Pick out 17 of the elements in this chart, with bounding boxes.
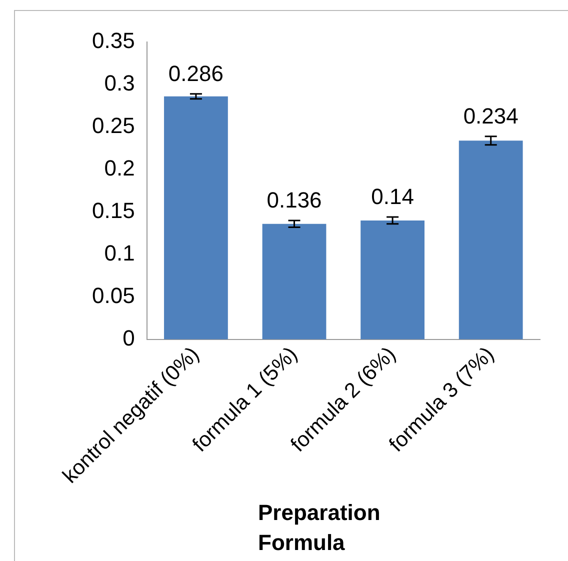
data-label: 0.286: [168, 60, 224, 86]
y-tick-label: 0.05: [92, 283, 135, 308]
y-tick-label: 0.2: [104, 156, 135, 181]
bar: [360, 220, 425, 340]
y-tick-label: 0.25: [92, 113, 135, 138]
y-tick-label: 0.15: [92, 198, 135, 224]
y-tick-label: 0.1: [104, 240, 135, 266]
y-tick-label: 0: [122, 325, 135, 350]
data-label: 0.136: [266, 188, 322, 213]
bar: [262, 224, 326, 340]
bar: [458, 140, 523, 340]
y-tick-label: 0.3: [104, 70, 135, 96]
bar: [164, 96, 228, 340]
y-tick-label: 0.35: [92, 28, 135, 54]
data-label: 0.14: [371, 184, 414, 210]
x-axis-title: Preparation Formula: [258, 499, 382, 557]
data-label: 0.234: [463, 103, 518, 128]
